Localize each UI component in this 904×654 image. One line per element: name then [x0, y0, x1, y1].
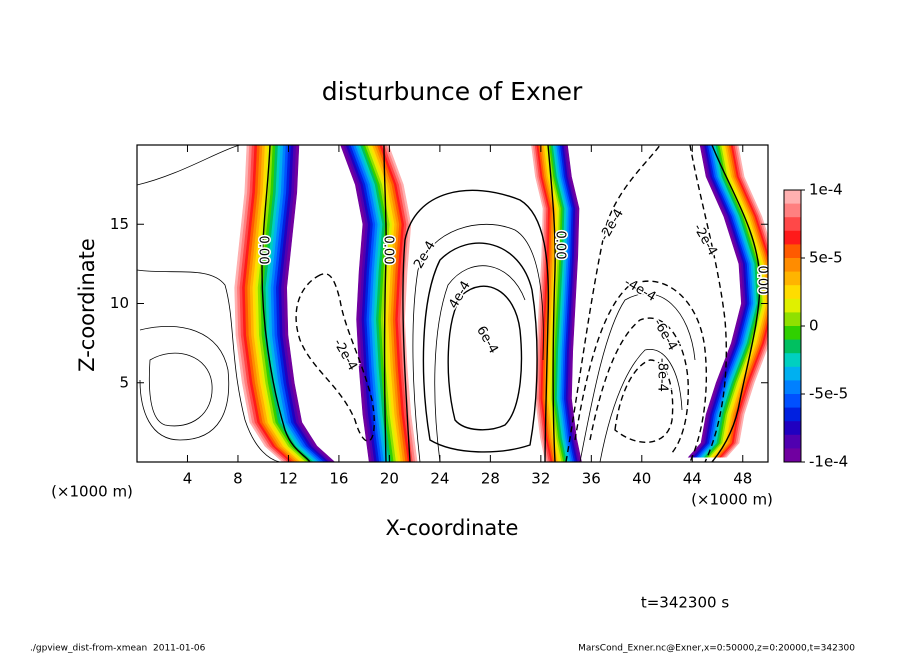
x-tick-label: 36: [582, 470, 601, 488]
colorbar-tick-label: -5e-5: [809, 385, 848, 403]
colorbar-box: [784, 380, 801, 395]
contour-line: [589, 317, 689, 456]
contour-label: -2e-4: [597, 207, 627, 244]
colorbar-box: [784, 271, 801, 286]
colorbar-box: [784, 312, 801, 327]
colorbar-box: [784, 326, 801, 341]
color-band: [283, 145, 336, 462]
contour-line: [402, 189, 550, 462]
y-axis-label: Z-coordinate: [75, 238, 99, 372]
contour-line-minor: [148, 352, 213, 427]
y-unit: (×1000 m): [51, 483, 133, 501]
x-tick-label: 24: [430, 470, 449, 488]
colorbar-box: [784, 434, 801, 449]
y-tick-label: 15: [110, 215, 129, 233]
colorbar-box: [784, 258, 801, 273]
x-tick-label: 8: [233, 470, 243, 488]
colorbar-box: [784, 448, 801, 463]
contour-label: 0.00: [755, 266, 770, 295]
x-unit: (×1000 m): [691, 491, 773, 509]
colorbar-box: [784, 230, 801, 245]
contour-line-minor: [434, 265, 526, 462]
colorbar-box: [784, 421, 801, 436]
contour-line: [422, 242, 538, 453]
contour-line: [565, 145, 661, 462]
contour-line-minor: [139, 326, 230, 441]
colorbar-box: [784, 244, 801, 259]
contour-line-minor: [599, 348, 683, 462]
contour-line: [614, 359, 674, 444]
x-tick-label: 28: [481, 470, 500, 488]
colorbar-box: [784, 353, 801, 368]
contour-line-minor: [579, 293, 696, 462]
colorbar-box: [784, 190, 801, 205]
x-tick-label: 12: [279, 470, 298, 488]
contour-line: [574, 280, 708, 462]
contour-label: -8e-4: [655, 358, 670, 392]
y-tick-label: 5: [119, 373, 129, 391]
colorbar-box: [784, 394, 801, 409]
contour-line: [711, 145, 761, 462]
colorbar-box: [784, 407, 801, 422]
x-tick-label: 40: [632, 470, 651, 488]
chart-title: disturbunce of Exner: [322, 77, 583, 106]
plot-area: [137, 145, 768, 462]
color-band: [340, 145, 372, 462]
contour-line: [261, 145, 311, 462]
colorbar-tick-label: 1e-4: [809, 181, 843, 199]
x-axis-label: X-coordinate: [386, 516, 519, 540]
colorbar-box: [784, 203, 801, 218]
colorbar-box: [784, 285, 801, 300]
contour-line: [447, 285, 523, 431]
x-tick-label: 44: [683, 470, 702, 488]
footer-right: MarsCond_Exner.nc@Exner,x=0:50000,z=0:20…: [578, 644, 855, 654]
contour-label: 6e-4: [473, 324, 501, 357]
contour-line-minor: [137, 145, 241, 186]
colorbar-tick-label: 5e-5: [809, 249, 843, 267]
x-tick-label: 32: [531, 470, 550, 488]
contour-label: 0.00: [553, 231, 568, 260]
contour-line: [547, 145, 556, 462]
colorbar-box: [784, 339, 801, 354]
contour-label: -4e-4: [622, 275, 659, 305]
color-band: [565, 145, 582, 462]
contour-label: 4e-4: [446, 279, 474, 312]
contour-label: 0.00: [381, 236, 396, 265]
colorbar-tick-label: -1e-4: [809, 453, 848, 471]
contour-label: -2e-4: [690, 222, 720, 259]
y-tick-label: 10: [110, 294, 129, 312]
contour-label: 0.00: [256, 236, 271, 265]
contour-line-minor: [137, 269, 281, 462]
x-tick-label: 48: [733, 470, 752, 488]
contour-line: [383, 145, 387, 462]
x-tick-label: 20: [380, 470, 399, 488]
x-tick-label: 4: [183, 470, 193, 488]
colorbar-box: [784, 366, 801, 381]
colorbar-box: [784, 217, 801, 232]
time-label: t=342300 s: [641, 594, 729, 612]
contour-line: [689, 145, 727, 462]
colorbar-tick-label: 0: [809, 317, 819, 335]
color-band: [687, 145, 744, 458]
contour-label: -2e-4: [330, 337, 360, 374]
contour-line: [295, 273, 375, 442]
footer-left: ./gpview_dist-from-xmean 2011-01-06: [30, 644, 206, 654]
colorbar-box: [784, 298, 801, 313]
x-tick-label: 16: [329, 470, 348, 488]
contour-line-minor: [412, 223, 544, 462]
